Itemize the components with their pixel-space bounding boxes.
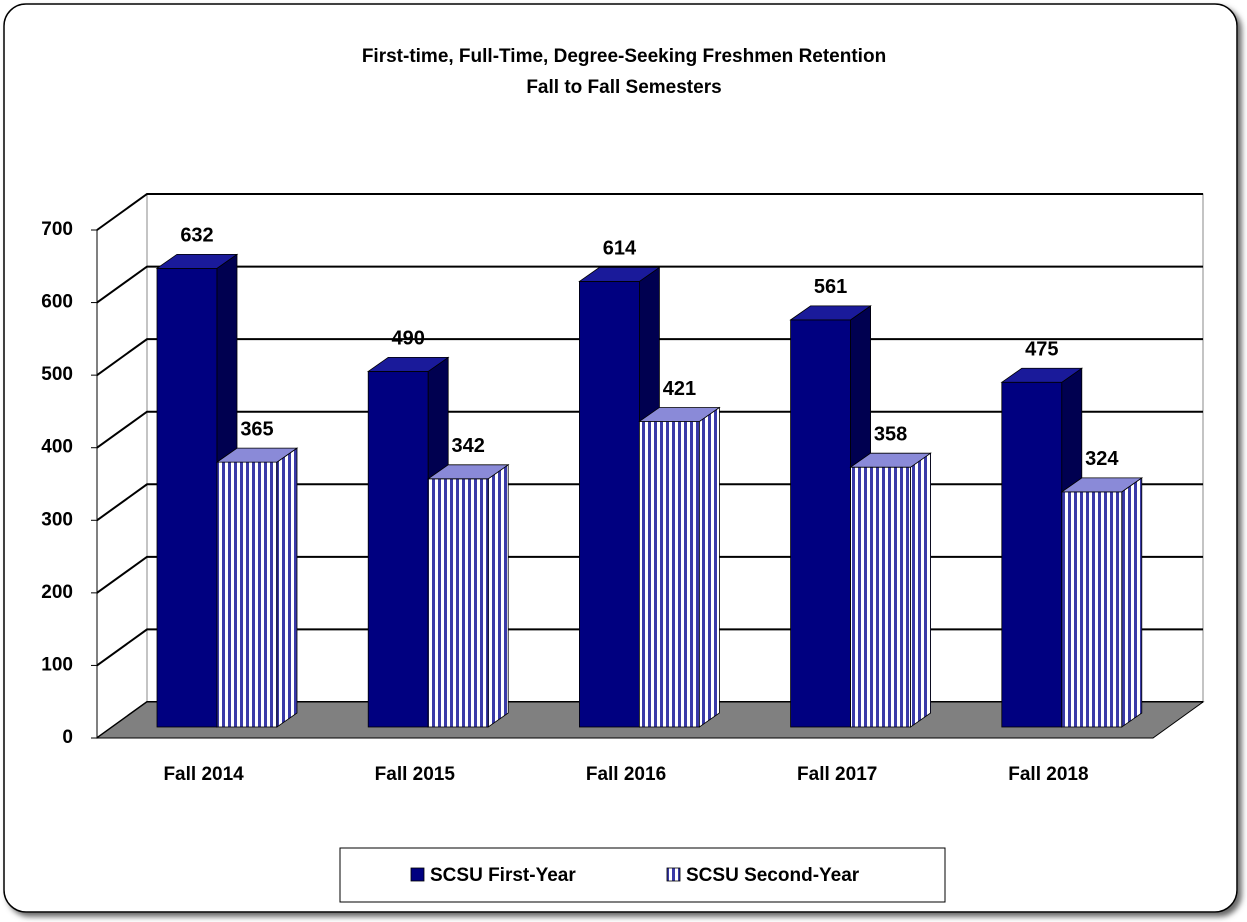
value-label: 490 xyxy=(392,328,425,350)
bar-front xyxy=(156,267,218,728)
bar-front xyxy=(216,461,278,728)
bar-top xyxy=(789,305,872,321)
side-wall xyxy=(96,193,148,739)
x-tick-label: Fall 2016 xyxy=(586,764,666,785)
bar-side xyxy=(487,464,509,728)
bar-front xyxy=(639,421,700,728)
bar-front xyxy=(790,319,851,728)
bar-front xyxy=(850,466,911,728)
bar xyxy=(849,452,932,728)
value-label: 324 xyxy=(1085,448,1119,470)
bar xyxy=(638,406,721,728)
legend-label: SCSU Second-Year xyxy=(686,865,860,886)
y-tick-label: 0 xyxy=(62,727,73,748)
chart-title: First-time, Full-Time, Degree-Seeking Fr… xyxy=(362,46,886,67)
bar-top xyxy=(1000,367,1084,383)
bar-side xyxy=(276,447,298,728)
y-tick-label: 300 xyxy=(41,509,73,530)
legend-swatch xyxy=(410,867,425,882)
bar-front xyxy=(1061,491,1123,728)
bar-top xyxy=(578,267,661,282)
bar-front xyxy=(1001,381,1063,728)
value-label: 614 xyxy=(603,238,637,260)
bar-top xyxy=(215,447,299,463)
legend-label: SCSU First-Year xyxy=(430,865,576,886)
bar-top xyxy=(366,356,450,372)
bar xyxy=(426,464,510,728)
value-label: 632 xyxy=(180,225,213,247)
value-label: 561 xyxy=(814,276,847,298)
bar-front xyxy=(427,478,489,728)
y-tick-label: 200 xyxy=(41,582,73,603)
bar-side xyxy=(910,452,931,728)
bar xyxy=(215,447,299,728)
y-tick-label: 400 xyxy=(41,437,73,458)
y-tick-label: 700 xyxy=(41,219,73,240)
value-label: 365 xyxy=(240,418,273,440)
x-tick-label: Fall 2015 xyxy=(375,764,456,785)
bar-side xyxy=(699,406,720,728)
bar-top xyxy=(638,407,721,422)
x-tick-label: Fall 2018 xyxy=(1008,764,1088,785)
legend-swatch xyxy=(666,867,681,882)
bar-top xyxy=(426,464,510,480)
x-tick-label: Fall 2017 xyxy=(797,764,877,785)
x-tick-label: Fall 2014 xyxy=(163,764,244,785)
value-label: 421 xyxy=(663,378,696,400)
bar-top xyxy=(155,253,239,269)
bar xyxy=(1060,477,1144,728)
bar-side xyxy=(1121,477,1143,728)
value-label: 358 xyxy=(874,423,907,445)
grid-line xyxy=(96,265,1203,304)
grid-line xyxy=(96,193,1203,231)
value-label: 342 xyxy=(452,435,485,457)
y-tick-label: 600 xyxy=(41,292,73,313)
bar-front xyxy=(367,370,429,728)
bar-top xyxy=(849,452,932,468)
legend xyxy=(339,847,946,903)
chart-subtitle: Fall to Fall Semesters xyxy=(526,77,721,98)
y-tick-label: 500 xyxy=(41,364,73,385)
value-label: 475 xyxy=(1025,339,1058,361)
bar-top xyxy=(1060,477,1144,493)
y-tick-label: 100 xyxy=(41,654,73,675)
bar-front xyxy=(579,281,640,728)
